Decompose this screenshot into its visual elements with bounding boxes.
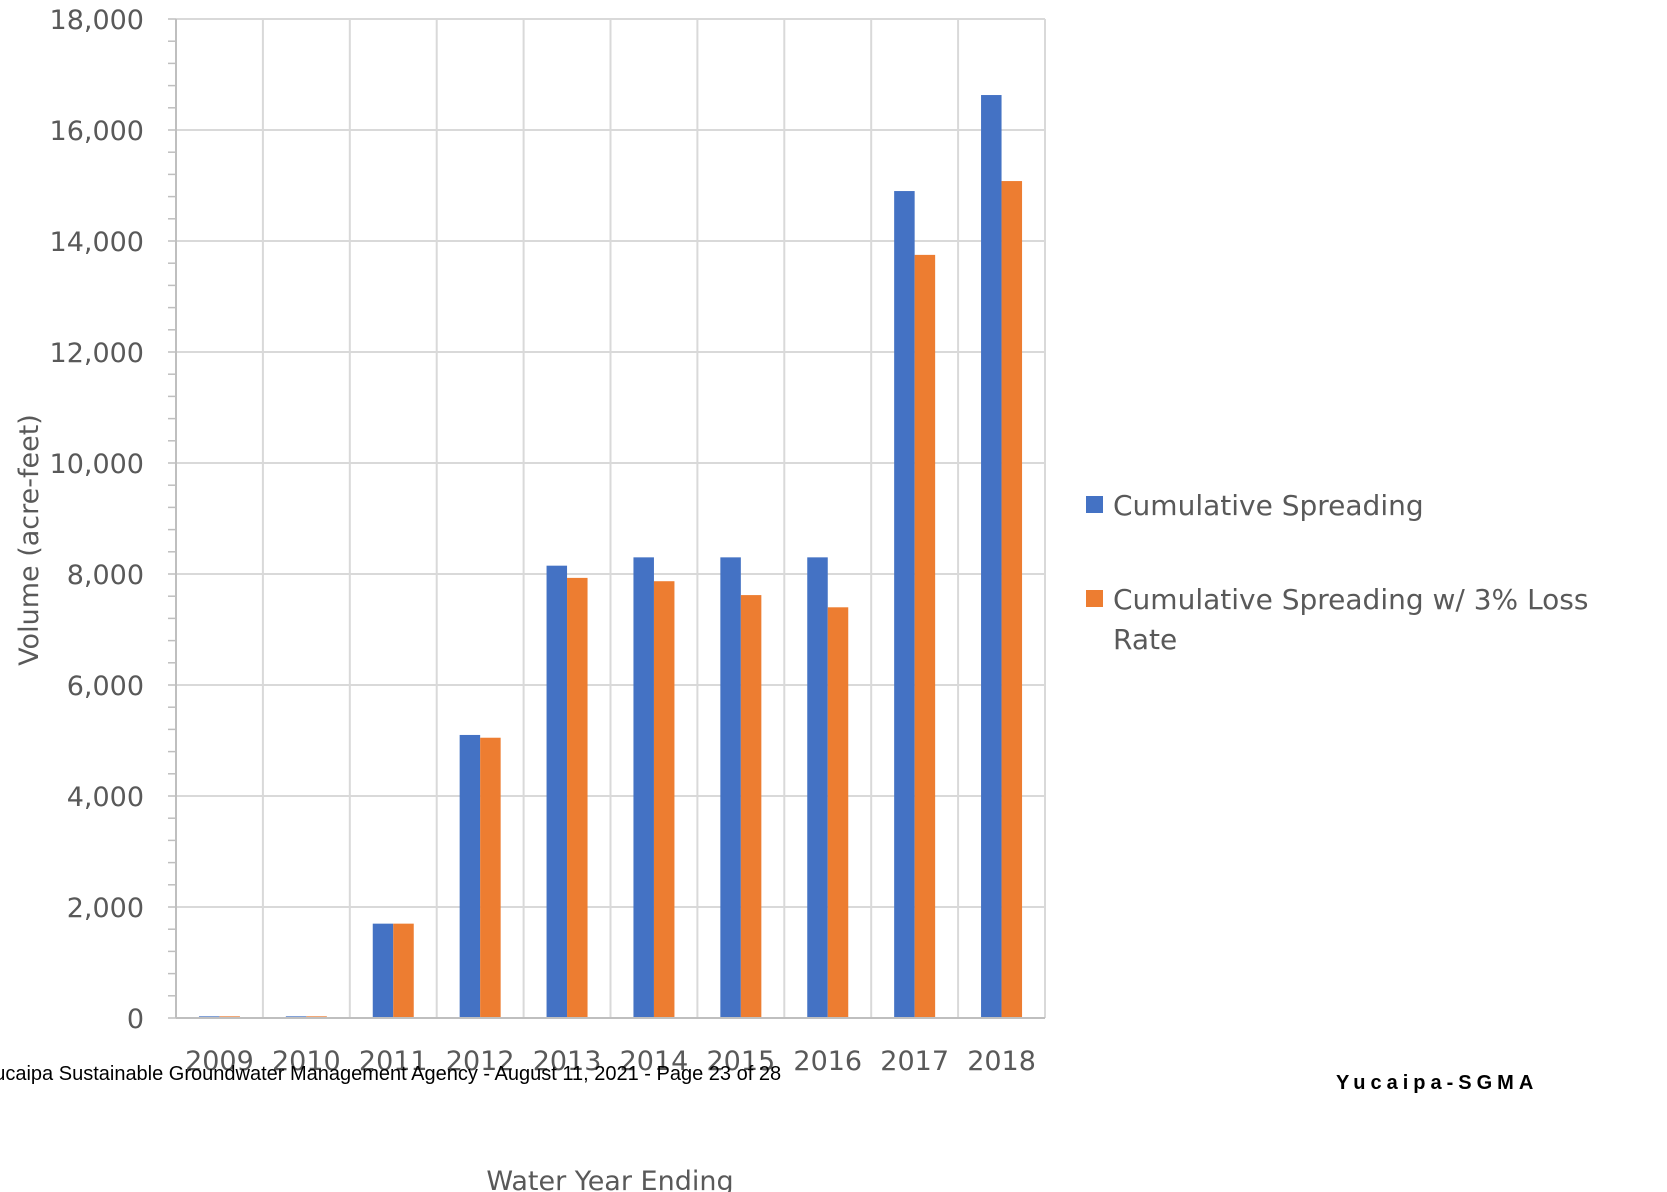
bar-cumulative-spreading-loss-2011 — [393, 923, 414, 1018]
bar-cumulative-spreading-2016 — [807, 557, 828, 1018]
legend-swatch — [1086, 496, 1103, 513]
x-tick-label: 2016 — [793, 1046, 862, 1077]
bars — [198, 95, 1023, 1019]
y-axis-title: Volume (acre-feet) — [14, 414, 45, 666]
y-tick-label: 18,000 — [50, 5, 144, 36]
legend-label: Cumulative Spreading w/ 3% Loss Rate — [1113, 583, 1588, 656]
bar-cumulative-spreading-loss-2013 — [567, 577, 588, 1018]
x-axis-title: Water Year Ending — [486, 1166, 733, 1192]
x-tick-label: 2010 — [272, 1046, 341, 1077]
x-tick-label: 2018 — [967, 1046, 1036, 1077]
legend: Cumulative Spreading Cumulative Spreading… — [1086, 489, 1588, 656]
footer-text: Yucaipa Sustainable Groundwater Manageme… — [0, 1063, 782, 1085]
footer-brand: Yucaipa-SGMA — [1336, 1072, 1539, 1094]
axes: 0 2,000 4,000 6,000 8,000 10,000 12,000 14,000 1… — [50, 5, 1045, 1077]
bar-cumulative-spreading-2014 — [633, 557, 654, 1018]
bar-cumulative-spreading-loss-2018 — [1001, 181, 1023, 1018]
y-tick-label: 0 — [127, 1004, 144, 1035]
bar-cumulative-spreading-loss-2015 — [740, 595, 762, 1018]
y-tick-label: 8,000 — [67, 560, 144, 591]
y-tick-label: 2,000 — [67, 893, 144, 924]
x-tick-label: 2011 — [359, 1046, 428, 1077]
y-tick-label: 6,000 — [67, 671, 144, 702]
x-tick-label: 2012 — [446, 1046, 515, 1077]
bar-cumulative-spreading-2013 — [546, 565, 568, 1018]
bar-cumulative-spreading-loss-2012 — [480, 737, 501, 1018]
y-tick-label: 16,000 — [50, 116, 144, 147]
y-tick-label: 12,000 — [50, 338, 144, 369]
x-tick-label: 2009 — [185, 1046, 254, 1077]
bar-cumulative-spreading-loss-2017 — [914, 254, 936, 1018]
bar-cumulative-spreading-2011 — [372, 923, 394, 1018]
legend-label: Cumulative Spreading — [1113, 489, 1424, 522]
bar-cumulative-spreading-loss-2016 — [827, 607, 849, 1018]
bar-cumulative-spreading-2015 — [720, 557, 741, 1018]
bar-cumulative-spreading-2018 — [981, 95, 1002, 1018]
legend-swatch — [1086, 590, 1103, 607]
bar-cumulative-spreading-2017 — [894, 191, 915, 1019]
y-tick-label: 14,000 — [50, 227, 144, 258]
x-tick-label: 2017 — [880, 1046, 949, 1077]
x-tick-label: 2014 — [620, 1046, 689, 1077]
bar-cumulative-spreading-2012 — [459, 734, 481, 1018]
y-tick-label: 4,000 — [67, 782, 144, 813]
x-tick-label: 2013 — [533, 1046, 602, 1077]
x-tick-label: 2015 — [706, 1046, 775, 1077]
y-tick-label: 10,000 — [50, 449, 144, 480]
bar-cumulative-spreading-loss-2014 — [653, 581, 675, 1018]
